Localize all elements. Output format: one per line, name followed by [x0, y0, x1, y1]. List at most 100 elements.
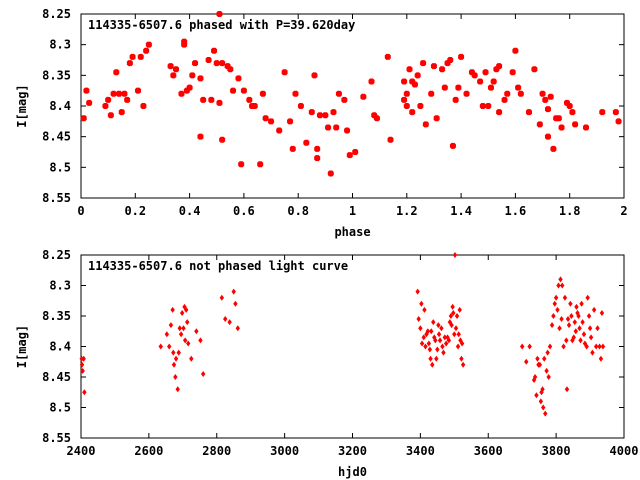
data-point — [189, 72, 196, 79]
data-point — [547, 343, 553, 350]
data-point — [86, 99, 93, 106]
data-point — [158, 343, 163, 350]
data-point — [178, 331, 184, 338]
data-point — [140, 103, 147, 109]
data-point — [194, 328, 199, 335]
data-point — [257, 161, 264, 168]
data-point — [443, 340, 449, 347]
data-point — [542, 355, 547, 362]
data-point — [200, 370, 206, 377]
data-point — [346, 152, 353, 159]
data-point — [440, 343, 445, 350]
data-point — [403, 90, 410, 97]
data-point — [219, 294, 225, 301]
data-point — [281, 69, 288, 76]
data-point — [415, 288, 420, 295]
data-point — [538, 398, 544, 405]
unphased-axis-ticks: 2400 2600 2800 3000 3200 3400 3600 3800 4000 8.25… — [42, 248, 638, 458]
data-point — [316, 112, 323, 119]
y-tick-label: 8.5 — [49, 160, 71, 174]
data-point — [572, 319, 577, 326]
data-point — [562, 294, 568, 301]
data-point — [459, 340, 465, 347]
data-point — [449, 142, 456, 149]
data-point — [490, 78, 497, 85]
data-point — [173, 355, 179, 362]
data-point — [544, 367, 549, 374]
data-point — [449, 322, 454, 329]
x-tick-label: 0.8 — [287, 204, 309, 218]
data-point — [287, 118, 294, 125]
phased-x-axis-title: phase — [334, 225, 370, 239]
data-point — [455, 343, 461, 350]
data-point — [509, 69, 516, 76]
data-point — [403, 103, 410, 109]
y-tick-label: 8.45 — [42, 370, 71, 384]
data-point — [171, 361, 177, 368]
data-point — [599, 309, 605, 316]
data-point — [330, 109, 337, 116]
data-point — [406, 66, 413, 73]
data-point — [556, 282, 561, 289]
unphased-x-axis-title: hjd0 — [338, 465, 367, 479]
data-point — [581, 331, 587, 338]
data-point — [460, 361, 466, 368]
data-point — [81, 355, 86, 362]
data-point — [259, 90, 266, 97]
data-point — [439, 325, 444, 332]
data-point — [411, 81, 418, 88]
data-point — [584, 343, 589, 350]
data-point — [537, 361, 543, 368]
data-point — [205, 57, 212, 63]
data-point — [582, 340, 588, 347]
data-point — [535, 355, 540, 362]
data-point — [442, 334, 448, 341]
data-point — [471, 72, 478, 79]
data-point — [430, 361, 435, 368]
data-point — [555, 306, 560, 313]
data-point — [447, 57, 454, 63]
data-point — [167, 343, 172, 350]
data-point — [219, 60, 226, 67]
data-point — [276, 127, 283, 134]
data-point — [570, 337, 575, 344]
unphased-light-curve-panel: 2400 2600 2800 3000 3200 3400 3600 3800 4000 8.25… — [15, 248, 638, 479]
data-point — [435, 346, 440, 353]
data-point — [177, 325, 182, 332]
data-point — [547, 93, 554, 100]
data-point — [124, 96, 131, 103]
data-point — [164, 331, 170, 338]
data-point — [591, 306, 597, 313]
data-point — [524, 358, 529, 365]
data-point — [107, 112, 114, 119]
data-point — [129, 53, 136, 60]
data-point — [501, 96, 508, 103]
data-point — [459, 355, 464, 362]
data-point — [577, 325, 582, 332]
data-point — [452, 331, 457, 338]
data-point — [230, 87, 237, 94]
y-tick-label: 8.3 — [49, 38, 71, 52]
data-point — [235, 75, 242, 82]
data-point — [344, 127, 351, 134]
data-point — [585, 294, 590, 301]
data-point — [145, 41, 152, 48]
data-point — [427, 346, 433, 353]
data-point — [527, 343, 532, 350]
data-point — [579, 300, 584, 307]
data-point — [558, 276, 563, 283]
data-point — [311, 72, 318, 79]
data-point — [79, 361, 85, 368]
data-point — [113, 69, 120, 76]
data-point — [550, 145, 557, 152]
data-point — [597, 343, 602, 350]
data-point — [452, 96, 459, 103]
data-point — [590, 349, 595, 356]
data-point — [409, 109, 416, 116]
data-point — [599, 109, 606, 116]
data-point — [453, 325, 459, 332]
data-point — [198, 337, 203, 344]
unphased-plot-title: 114335-6507.6 not phased light curve — [88, 259, 348, 273]
data-point — [168, 322, 174, 329]
phased-y-axis-title: I[mag] — [15, 84, 29, 127]
